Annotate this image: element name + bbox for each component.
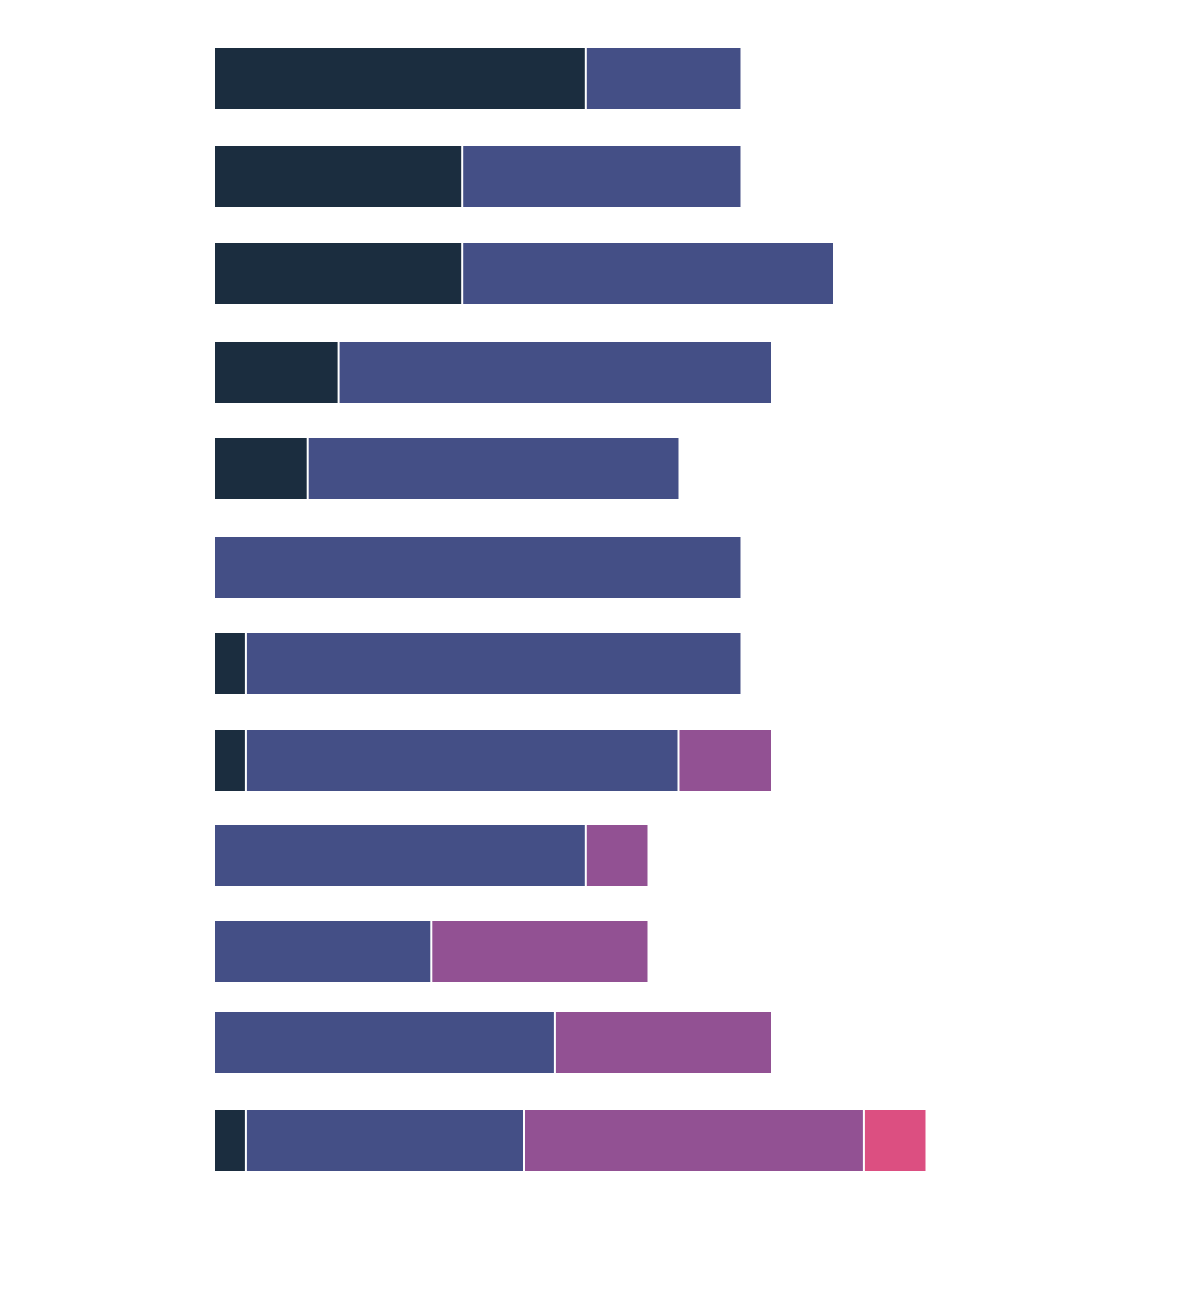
bar-segment-row8-series3 <box>678 730 772 791</box>
segment-separator-row12-2 <box>523 1110 525 1171</box>
bar-segment-row12-series2 <box>245 1110 524 1171</box>
bar-segment-row2-series1 <box>215 146 463 207</box>
bar-row-7 <box>215 633 741 694</box>
bar-segment-row12-series4 <box>863 1110 926 1171</box>
bar-row-2 <box>215 146 741 207</box>
bar-segment-row8-series2 <box>245 730 679 791</box>
bar-row-10 <box>215 921 648 982</box>
bar-segment-row3-series2 <box>462 243 833 304</box>
bar-row-3 <box>215 243 833 304</box>
bar-segment-row9-series2 <box>215 825 586 886</box>
bar-segment-row6-series2 <box>215 537 741 598</box>
bar-row-1 <box>215 48 741 109</box>
bar-segment-row3-series1 <box>215 243 463 304</box>
bar-segment-row5-series1 <box>215 438 308 499</box>
segment-separator-row4-1 <box>337 342 340 403</box>
segment-separator-row2-1 <box>461 146 464 207</box>
bar-segment-row1-series2 <box>585 48 741 109</box>
segment-separator-row9-2 <box>584 825 587 886</box>
bar-row-11 <box>215 1012 772 1073</box>
segment-separator-row8-2 <box>677 730 680 791</box>
bar-row-4 <box>215 342 772 403</box>
bar-segment-row7-series2 <box>245 633 741 694</box>
segment-separator-row12-1 <box>244 1110 247 1171</box>
bar-segment-row4-series1 <box>215 342 339 403</box>
bar-row-9 <box>215 825 648 886</box>
bar-segment-row8-series1 <box>215 730 246 791</box>
bar-segment-row11-series3 <box>554 1012 772 1073</box>
segment-separator-row12-3 <box>862 1110 865 1171</box>
segment-separator-row5-1 <box>306 438 309 499</box>
bar-row-8 <box>215 730 772 791</box>
segment-separator-row8-1 <box>244 730 247 791</box>
bar-segment-row10-series3 <box>431 921 648 982</box>
segment-separator-row11-2 <box>553 1012 556 1073</box>
bar-segment-row12-series3 <box>524 1110 864 1171</box>
segment-separator-row10-2 <box>430 921 433 982</box>
bar-row-6 <box>215 537 741 598</box>
bar-segment-row1-series1 <box>215 48 586 109</box>
bar-segment-row10-series2 <box>215 921 432 982</box>
bar-segment-row2-series2 <box>462 146 741 207</box>
bar-segment-row9-series3 <box>585 825 648 886</box>
bar-segment-row5-series2 <box>307 438 679 499</box>
bar-segment-row7-series1 <box>215 633 246 694</box>
bar-segment-row12-series1 <box>215 1110 246 1171</box>
segment-separator-row1-1 <box>584 48 587 109</box>
bar-row-5 <box>215 438 679 499</box>
bar-segment-row4-series2 <box>338 342 772 403</box>
segment-separator-row7-1 <box>244 633 247 694</box>
segment-separator-row3-1 <box>461 243 464 304</box>
bar-segment-row11-series2 <box>215 1012 555 1073</box>
bar-row-12 <box>215 1110 926 1171</box>
